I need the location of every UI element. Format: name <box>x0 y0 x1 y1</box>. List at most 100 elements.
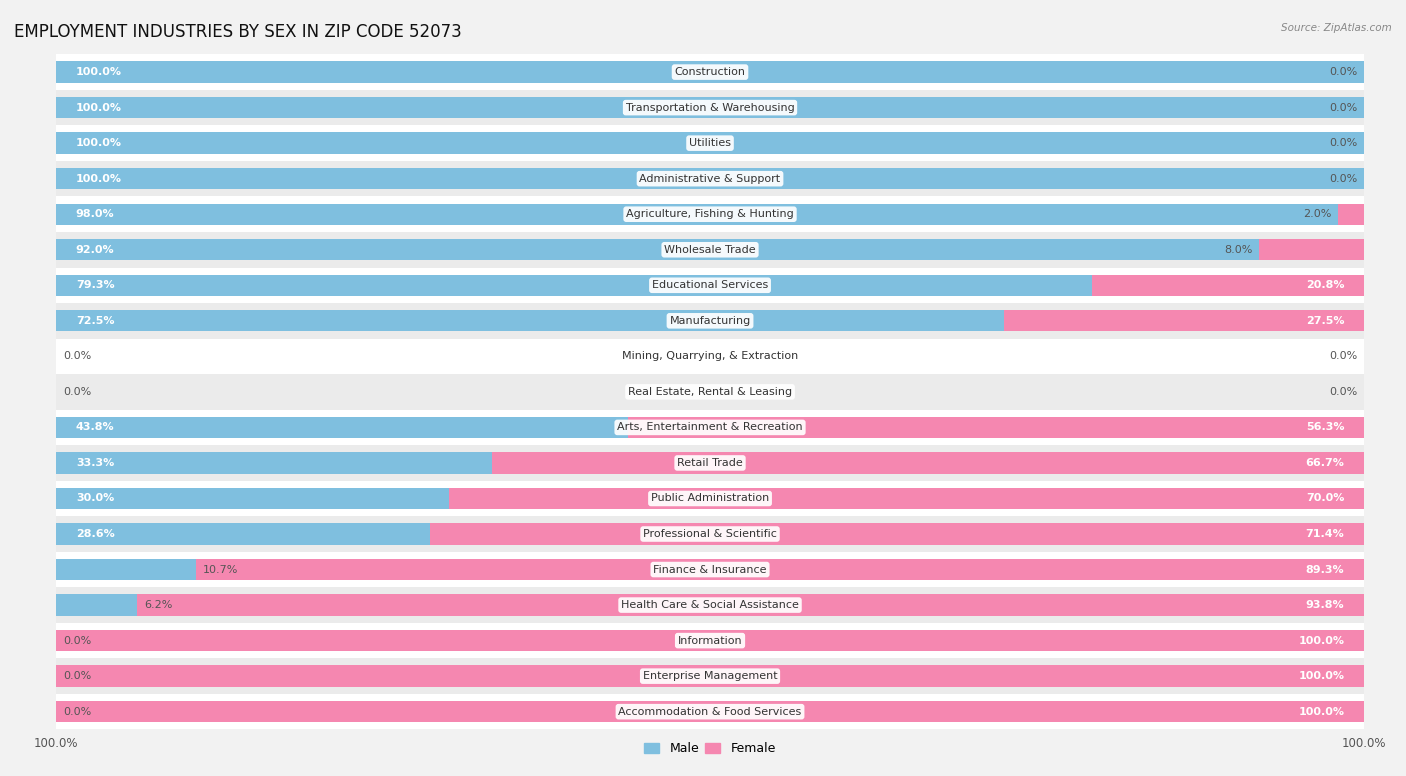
Text: 79.3%: 79.3% <box>76 280 114 290</box>
Text: Mining, Quarrying, & Extraction: Mining, Quarrying, & Extraction <box>621 352 799 362</box>
Legend: Male, Female: Male, Female <box>640 737 780 760</box>
Text: 100.0%: 100.0% <box>76 67 122 77</box>
Text: 33.3%: 33.3% <box>76 458 114 468</box>
Bar <box>56 701 1364 722</box>
Text: 27.5%: 27.5% <box>1306 316 1344 326</box>
Text: 71.4%: 71.4% <box>1305 529 1344 539</box>
Bar <box>56 268 1364 303</box>
Text: 100.0%: 100.0% <box>1298 671 1344 681</box>
Bar <box>56 417 628 438</box>
Text: 0.0%: 0.0% <box>63 387 91 397</box>
Text: 20.8%: 20.8% <box>1306 280 1344 290</box>
Bar <box>56 203 1337 225</box>
Bar <box>56 587 1364 623</box>
Bar <box>56 452 492 473</box>
Bar <box>56 61 1364 83</box>
Text: 0.0%: 0.0% <box>63 636 91 646</box>
Text: Agriculture, Fishing & Hunting: Agriculture, Fishing & Hunting <box>626 210 794 219</box>
Text: Administrative & Support: Administrative & Support <box>640 174 780 184</box>
Bar <box>430 523 1364 545</box>
Text: 0.0%: 0.0% <box>63 671 91 681</box>
Bar <box>56 90 1364 126</box>
Bar <box>1092 275 1364 296</box>
Text: 100.0%: 100.0% <box>1298 707 1344 717</box>
Text: 100.0%: 100.0% <box>76 174 122 184</box>
Text: 98.0%: 98.0% <box>76 210 114 219</box>
Bar <box>138 594 1364 615</box>
Bar <box>492 452 1364 473</box>
Bar <box>56 168 1364 189</box>
Text: Retail Trade: Retail Trade <box>678 458 742 468</box>
Bar <box>449 488 1364 509</box>
Bar <box>56 126 1364 161</box>
Text: 92.0%: 92.0% <box>76 244 114 255</box>
Bar <box>56 97 1364 118</box>
Text: 0.0%: 0.0% <box>63 707 91 717</box>
Bar <box>56 523 430 545</box>
Text: 89.3%: 89.3% <box>1306 565 1344 574</box>
Bar <box>56 516 1364 552</box>
Text: 100.0%: 100.0% <box>76 138 122 148</box>
Bar <box>56 552 1364 587</box>
Bar <box>197 559 1364 580</box>
Text: Utilities: Utilities <box>689 138 731 148</box>
Text: 0.0%: 0.0% <box>1329 67 1357 77</box>
Bar <box>56 275 1092 296</box>
Text: 93.8%: 93.8% <box>1306 600 1344 610</box>
Bar <box>56 694 1364 729</box>
Text: Professional & Scientific: Professional & Scientific <box>643 529 778 539</box>
Text: 28.6%: 28.6% <box>76 529 115 539</box>
Text: 66.7%: 66.7% <box>1305 458 1344 468</box>
Bar <box>56 303 1364 338</box>
Text: 0.0%: 0.0% <box>63 352 91 362</box>
Bar <box>56 133 1364 154</box>
Bar <box>56 623 1364 658</box>
Text: Source: ZipAtlas.com: Source: ZipAtlas.com <box>1281 23 1392 33</box>
Bar <box>56 594 138 615</box>
Bar <box>56 559 197 580</box>
Bar <box>56 488 449 509</box>
Text: Wholesale Trade: Wholesale Trade <box>664 244 756 255</box>
Bar <box>56 232 1364 268</box>
Text: Educational Services: Educational Services <box>652 280 768 290</box>
Text: 0.0%: 0.0% <box>1329 102 1357 113</box>
Text: 56.3%: 56.3% <box>1306 422 1344 432</box>
Text: 70.0%: 70.0% <box>1306 494 1344 504</box>
Bar <box>627 417 1364 438</box>
Bar <box>1004 310 1364 331</box>
Bar <box>56 239 1260 261</box>
Text: Arts, Entertainment & Recreation: Arts, Entertainment & Recreation <box>617 422 803 432</box>
Text: EMPLOYMENT INDUSTRIES BY SEX IN ZIP CODE 52073: EMPLOYMENT INDUSTRIES BY SEX IN ZIP CODE… <box>14 23 461 41</box>
Bar <box>56 480 1364 516</box>
Bar <box>56 666 1364 687</box>
Bar <box>56 338 1364 374</box>
Text: 0.0%: 0.0% <box>1329 387 1357 397</box>
Text: Real Estate, Rental & Leasing: Real Estate, Rental & Leasing <box>628 387 792 397</box>
Text: Health Care & Social Assistance: Health Care & Social Assistance <box>621 600 799 610</box>
Bar <box>56 630 1364 651</box>
Bar <box>56 54 1364 90</box>
Text: Finance & Insurance: Finance & Insurance <box>654 565 766 574</box>
Bar <box>56 445 1364 480</box>
Bar <box>56 658 1364 694</box>
Text: Information: Information <box>678 636 742 646</box>
Bar <box>1260 239 1364 261</box>
Text: 0.0%: 0.0% <box>1329 352 1357 362</box>
Text: 43.8%: 43.8% <box>76 422 114 432</box>
Text: Enterprise Management: Enterprise Management <box>643 671 778 681</box>
Text: Transportation & Warehousing: Transportation & Warehousing <box>626 102 794 113</box>
Text: 100.0%: 100.0% <box>76 102 122 113</box>
Bar <box>1337 203 1364 225</box>
Bar <box>56 310 1004 331</box>
Bar <box>56 196 1364 232</box>
Bar <box>56 161 1364 196</box>
Text: 100.0%: 100.0% <box>1298 636 1344 646</box>
Text: 10.7%: 10.7% <box>202 565 238 574</box>
Bar <box>56 374 1364 410</box>
Text: 30.0%: 30.0% <box>76 494 114 504</box>
Text: 72.5%: 72.5% <box>76 316 114 326</box>
Text: Accommodation & Food Services: Accommodation & Food Services <box>619 707 801 717</box>
Text: Construction: Construction <box>675 67 745 77</box>
Text: Manufacturing: Manufacturing <box>669 316 751 326</box>
Text: Public Administration: Public Administration <box>651 494 769 504</box>
